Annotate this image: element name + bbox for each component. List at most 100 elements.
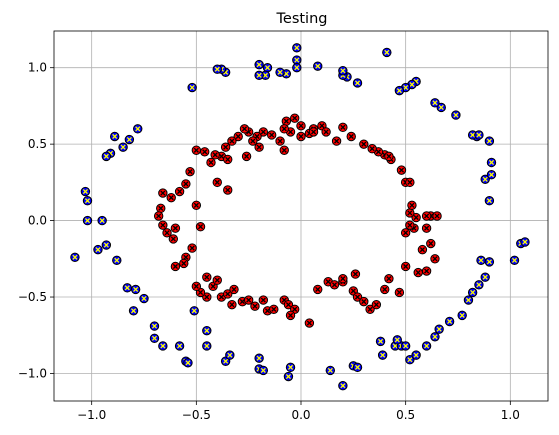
x-tick-label: −1.0 <box>77 408 106 422</box>
point-cross <box>377 338 384 344</box>
data-point <box>174 341 185 351</box>
data-point <box>93 244 103 255</box>
data-point <box>417 244 428 255</box>
point-cross <box>264 308 271 314</box>
point-cross <box>177 343 183 349</box>
point-cross <box>130 308 137 314</box>
point-cross <box>486 259 492 265</box>
data-point <box>223 154 233 165</box>
point-cross <box>204 343 210 349</box>
data-point <box>189 306 199 316</box>
point-cross <box>277 69 283 75</box>
point-cross <box>133 286 139 292</box>
point-cross <box>151 335 158 341</box>
point-cross <box>315 286 321 292</box>
data-point <box>432 211 442 221</box>
data-point <box>185 166 195 177</box>
data-point <box>426 238 436 249</box>
data-point <box>170 261 181 272</box>
point-cross <box>409 202 415 208</box>
data-point <box>212 64 222 74</box>
point-cross <box>327 367 333 373</box>
point-cross <box>95 247 101 253</box>
point-cross <box>177 188 183 195</box>
data-point <box>463 295 474 305</box>
data-point <box>223 289 233 299</box>
data-point <box>153 211 164 221</box>
data-point <box>350 269 361 279</box>
data-point <box>405 208 415 218</box>
point-cross <box>172 225 178 231</box>
point-cross <box>350 288 356 294</box>
point-cross <box>287 312 294 318</box>
point-cross <box>292 306 298 312</box>
data-point <box>331 136 342 146</box>
data-point <box>444 316 455 327</box>
data-point <box>250 301 260 311</box>
data-point <box>377 350 388 360</box>
data-point <box>118 142 128 152</box>
point-cross <box>424 268 430 274</box>
point-cross <box>204 294 210 300</box>
data-point <box>70 252 80 262</box>
point-cross <box>310 129 317 135</box>
data-point <box>223 185 233 195</box>
data-point <box>338 273 348 284</box>
point-cross <box>172 263 178 270</box>
point-cross <box>168 195 174 201</box>
data-point <box>359 296 369 307</box>
point-cross <box>214 277 220 283</box>
point-cross <box>486 198 492 204</box>
data-point <box>411 350 421 360</box>
data-point <box>394 287 405 298</box>
point-cross <box>407 210 413 216</box>
data-point <box>239 124 250 134</box>
data-point <box>430 254 440 264</box>
point-cross <box>340 383 346 389</box>
point-cross <box>281 126 287 132</box>
data-point <box>174 186 185 197</box>
point-cross <box>158 205 164 211</box>
data-point <box>329 280 340 290</box>
point-cross <box>193 147 199 153</box>
point-cross <box>424 225 430 231</box>
data-point <box>338 381 348 391</box>
data-point <box>149 321 160 331</box>
data-point <box>290 113 300 123</box>
data-point <box>187 82 197 93</box>
data-point <box>283 371 294 382</box>
point-cross <box>246 297 252 303</box>
point-cross <box>403 85 409 91</box>
point-cross <box>181 260 187 266</box>
point-cross <box>306 320 312 326</box>
data-point <box>262 62 273 73</box>
point-cross <box>396 88 402 94</box>
data-point <box>233 131 243 142</box>
data-point <box>279 124 289 134</box>
data-point <box>474 130 484 140</box>
point-cross <box>114 257 120 263</box>
point-cross <box>170 236 176 242</box>
data-point <box>313 61 323 71</box>
data-point <box>400 228 411 238</box>
data-point <box>367 144 377 154</box>
data-point <box>227 299 237 310</box>
data-point <box>285 310 296 321</box>
data-point <box>375 336 386 347</box>
data-point <box>484 196 495 206</box>
data-point <box>338 66 348 76</box>
data-point <box>179 258 189 269</box>
point-cross <box>103 242 109 248</box>
data-point <box>405 220 415 230</box>
point-cross <box>340 124 346 130</box>
point-cross <box>287 364 294 370</box>
data-point <box>285 362 296 373</box>
data-point <box>352 362 363 373</box>
point-cross <box>183 254 189 260</box>
data-point <box>486 157 497 168</box>
point-cross <box>384 49 390 55</box>
data-point <box>400 341 411 351</box>
data-point <box>520 237 530 247</box>
point-cross <box>72 254 78 260</box>
data-point <box>191 281 202 292</box>
